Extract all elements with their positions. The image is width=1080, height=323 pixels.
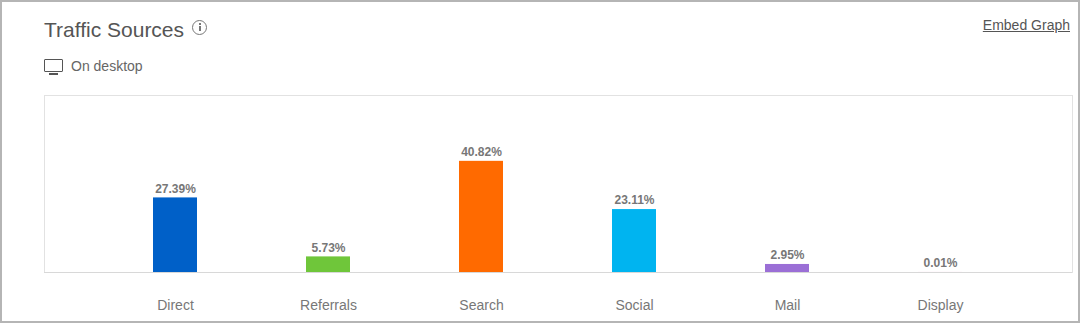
svg-text:Mail: Mail [775, 297, 801, 313]
svg-text:Direct: Direct [157, 297, 194, 313]
svg-text:Search: Search [459, 297, 503, 313]
svg-text:27.39%: 27.39% [155, 182, 196, 196]
svg-text:Display: Display [918, 297, 964, 313]
svg-text:40.82%: 40.82% [461, 145, 502, 159]
html-text:Traffic Sources: Traffic Sources [44, 18, 185, 41]
html-text:Embed Graph: Embed Graph [982, 17, 1070, 33]
svg-text:5.73%: 5.73% [311, 241, 345, 255]
svg-text:Referrals: Referrals [300, 297, 357, 313]
svg-text:0.01%: 0.01% [923, 256, 957, 270]
svg-text:23.11%: 23.11% [614, 193, 654, 207]
html-text:On desktop: On desktop [71, 58, 143, 74]
svg-text:2.95%: 2.95% [770, 248, 804, 262]
svg-text:Social: Social [615, 297, 653, 313]
